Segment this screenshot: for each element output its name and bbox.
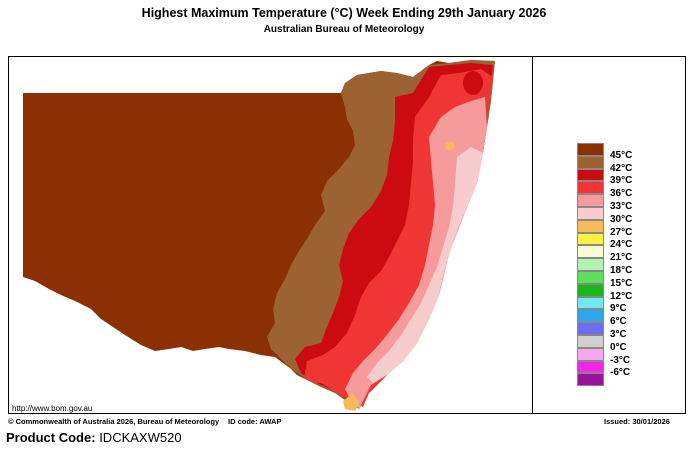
- legend-swatch: [577, 258, 604, 271]
- issued-date: Issued: 30/01/2026: [604, 417, 670, 426]
- legend-swatch: [577, 296, 604, 310]
- legend-label: 33°C: [610, 201, 633, 212]
- legend-swatch: [577, 155, 604, 169]
- legend-swatch: [577, 168, 604, 182]
- legend-swatch: [577, 245, 604, 259]
- legend-swatch: [577, 143, 604, 156]
- zone-30: [367, 147, 483, 383]
- legend-label: 27°C: [610, 226, 633, 238]
- id-code: ID code: AWAP: [228, 417, 282, 426]
- legend-swatch: [577, 207, 604, 220]
- product-code: Product Code: IDCKAXW520: [6, 430, 182, 445]
- legend-swatch: [577, 194, 604, 207]
- legend-divider: [532, 56, 533, 414]
- legend-label: 39°C: [610, 175, 633, 187]
- legend-label: 12°C: [610, 290, 633, 302]
- zone-36-pocket: [435, 81, 459, 109]
- map-subtitle: Australian Bureau of Meteorology: [263, 24, 425, 35]
- product-code-value: IDCKAXW520: [99, 430, 182, 445]
- legend-label: 18°C: [610, 265, 633, 276]
- map-frame: [8, 56, 686, 414]
- copyright-text: © Commonwealth of Australia 2026, Bureau…: [8, 417, 220, 426]
- legend-label: -6°C: [610, 367, 631, 379]
- bom-url[interactable]: http://www.bom.gov.au: [12, 404, 93, 413]
- legend-label: 0°C: [610, 341, 627, 353]
- legend-label: 21°C: [610, 252, 633, 264]
- legend-swatch: [577, 219, 604, 233]
- legend-swatch: [577, 181, 604, 195]
- legend-label: 24°C: [610, 239, 633, 251]
- legend-swatch: [577, 309, 604, 323]
- legend-swatch: [577, 283, 604, 297]
- zone-24-patch: [343, 393, 359, 411]
- legend-swatch: [577, 335, 604, 348]
- zone-36-south: [305, 363, 333, 383]
- legend-label: 30°C: [610, 213, 633, 225]
- legend-swatch: [577, 232, 604, 246]
- legend-label: 3°C: [610, 329, 627, 340]
- legend-label: -3°C: [610, 354, 631, 366]
- legend-label: 15°C: [610, 277, 633, 289]
- zone-27-patch: [445, 142, 455, 150]
- legend-swatch: [577, 360, 604, 374]
- map-title: Highest Maximum Temperature (°C) Week En…: [141, 6, 547, 20]
- zone-33: [345, 97, 487, 409]
- legend-label: 9°C: [610, 303, 627, 315]
- zone-39-pocket: [463, 71, 483, 95]
- legend-label: 45°C: [610, 149, 633, 161]
- legend-label: 6°C: [610, 316, 627, 328]
- legend-swatch: [577, 322, 604, 335]
- legend-label: 42°C: [610, 162, 633, 174]
- legend-swatch: [577, 271, 604, 284]
- legend-swatch: [577, 373, 604, 387]
- legend-label: 36°C: [610, 188, 633, 200]
- product-code-label: Product Code:: [6, 430, 96, 445]
- temperature-map: [23, 60, 495, 411]
- legend-swatch: [577, 347, 604, 361]
